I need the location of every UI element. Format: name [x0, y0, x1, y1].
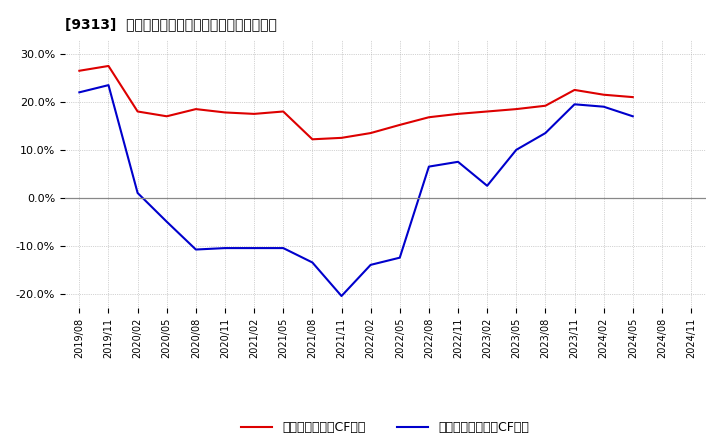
- 有利子負債フリーCF比率: [250, 246, 258, 251]
- 有利子負債営業CF比率: [192, 106, 200, 112]
- Text: [9313]  有利子負債キャッシュフロー比率の推移: [9313] 有利子負債キャッシュフロー比率の推移: [65, 18, 276, 32]
- 有利子負債営業CF比率: [483, 109, 492, 114]
- 有利子負債営業CF比率: [425, 114, 433, 120]
- 有利子負債営業CF比率: [308, 137, 317, 142]
- 有利子負債営業CF比率: [220, 110, 229, 115]
- 有利子負債フリーCF比率: [308, 260, 317, 265]
- Line: 有利子負債営業CF比率: 有利子負債営業CF比率: [79, 66, 633, 139]
- 有利子負債営業CF比率: [279, 109, 287, 114]
- 有利子負債フリーCF比率: [395, 255, 404, 260]
- 有利子負債フリーCF比率: [279, 246, 287, 251]
- 有利子負債フリーCF比率: [366, 262, 375, 268]
- 有利子負債営業CF比率: [629, 95, 637, 100]
- 有利子負債フリーCF比率: [570, 102, 579, 107]
- 有利子負債営業CF比率: [512, 106, 521, 112]
- 有利子負債営業CF比率: [570, 87, 579, 92]
- 有利子負債フリーCF比率: [541, 130, 550, 136]
- 有利子負債営業CF比率: [133, 109, 142, 114]
- 有利子負債営業CF比率: [599, 92, 608, 97]
- Line: 有利子負債フリーCF比率: 有利子負債フリーCF比率: [79, 85, 633, 296]
- 有利子負債フリーCF比率: [133, 191, 142, 196]
- 有利子負債フリーCF比率: [337, 293, 346, 299]
- 有利子負債フリーCF比率: [220, 246, 229, 251]
- 有利子負債フリーCF比率: [512, 147, 521, 153]
- 有利子負債フリーCF比率: [425, 164, 433, 169]
- 有利子負債フリーCF比率: [599, 104, 608, 109]
- 有利子負債営業CF比率: [250, 111, 258, 117]
- 有利子負債フリーCF比率: [454, 159, 462, 165]
- 有利子負債フリーCF比率: [629, 114, 637, 119]
- Legend: 有利子負債営業CF比率, 有利子負債フリーCF比率: 有利子負債営業CF比率, 有利子負債フリーCF比率: [236, 416, 534, 439]
- 有利子負債フリーCF比率: [483, 183, 492, 188]
- 有利子負債営業CF比率: [75, 68, 84, 73]
- 有利子負債営業CF比率: [395, 122, 404, 128]
- 有利子負債営業CF比率: [454, 111, 462, 117]
- 有利子負債営業CF比率: [366, 130, 375, 136]
- 有利子負債フリーCF比率: [163, 219, 171, 224]
- 有利子負債営業CF比率: [541, 103, 550, 108]
- 有利子負債フリーCF比率: [75, 90, 84, 95]
- 有利子負債営業CF比率: [337, 135, 346, 140]
- 有利子負債フリーCF比率: [104, 82, 113, 88]
- 有利子負債営業CF比率: [104, 63, 113, 69]
- 有利子負債営業CF比率: [163, 114, 171, 119]
- 有利子負債フリーCF比率: [192, 247, 200, 252]
